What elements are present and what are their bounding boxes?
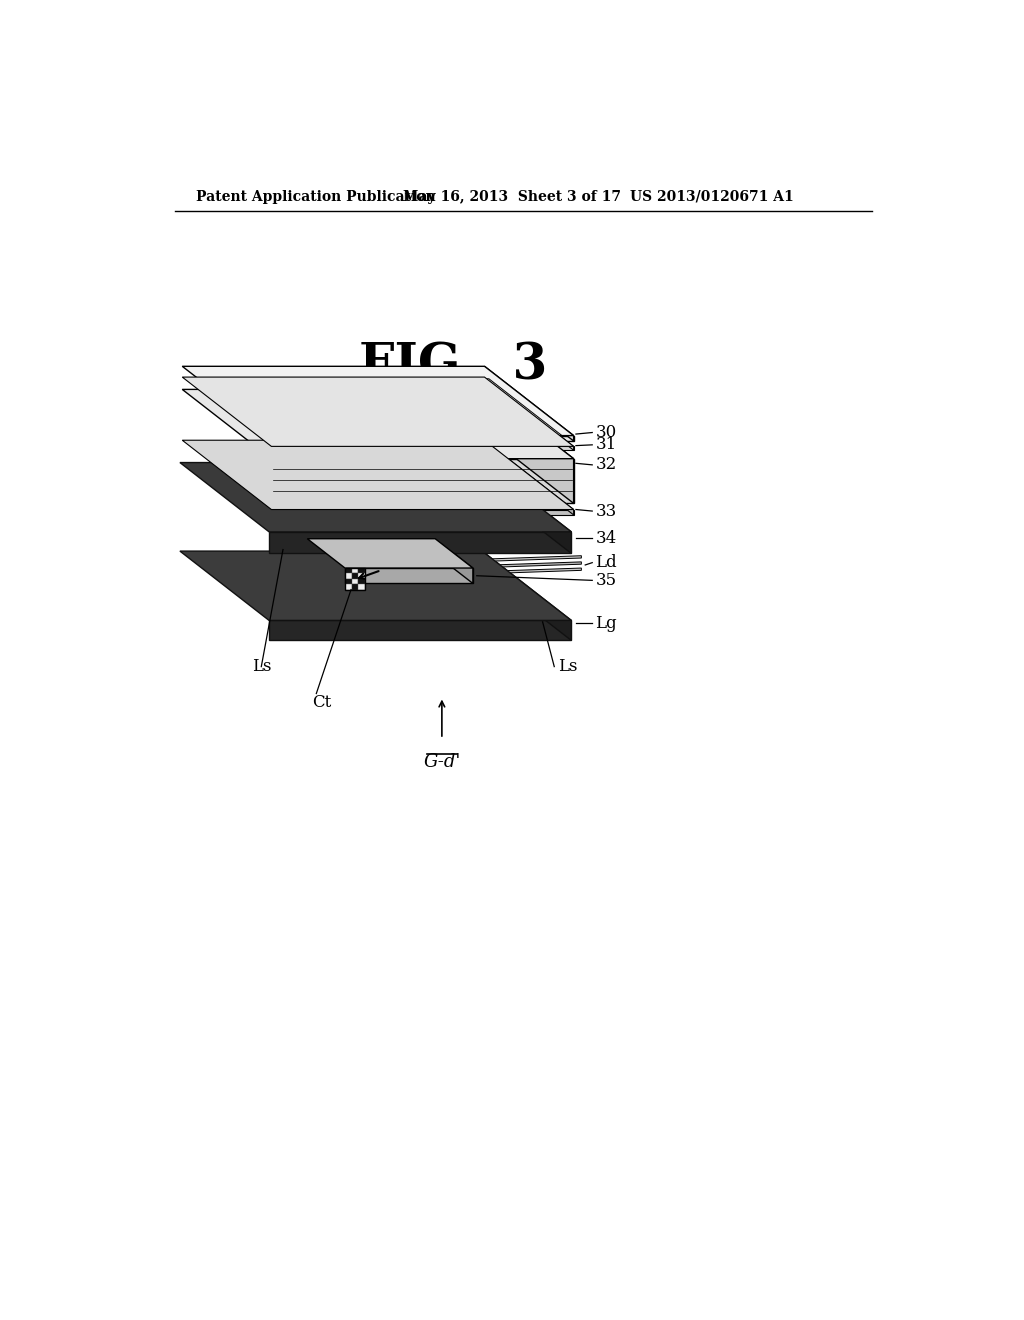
Polygon shape	[180, 552, 571, 620]
Polygon shape	[484, 441, 573, 515]
Bar	[358, 585, 366, 590]
Bar	[345, 568, 351, 573]
Polygon shape	[360, 562, 582, 572]
Bar	[358, 578, 366, 585]
Bar	[351, 578, 358, 585]
Polygon shape	[180, 462, 571, 532]
Text: 35: 35	[595, 572, 616, 589]
Text: May 16, 2013  Sheet 3 of 17: May 16, 2013 Sheet 3 of 17	[403, 190, 622, 203]
Text: Ls: Ls	[252, 659, 271, 675]
Text: Ld: Ld	[595, 554, 616, 572]
Polygon shape	[482, 552, 571, 640]
Bar	[358, 568, 366, 573]
Polygon shape	[271, 446, 573, 450]
Polygon shape	[269, 532, 571, 553]
Text: Ct: Ct	[312, 694, 332, 711]
Text: Lg: Lg	[595, 615, 616, 632]
Polygon shape	[345, 568, 473, 583]
Bar	[351, 585, 358, 590]
Polygon shape	[269, 620, 571, 640]
Bar	[345, 568, 366, 590]
Polygon shape	[182, 389, 573, 459]
Polygon shape	[182, 367, 573, 436]
Bar	[351, 573, 358, 579]
Bar	[345, 585, 351, 590]
Text: Ls: Ls	[558, 659, 578, 675]
Text: FIG . 3: FIG . 3	[359, 342, 548, 391]
Polygon shape	[271, 436, 573, 441]
Bar	[345, 578, 351, 585]
Text: 32: 32	[595, 457, 616, 474]
Bar	[351, 568, 358, 573]
Text: 34: 34	[595, 529, 616, 546]
Polygon shape	[360, 556, 582, 566]
Polygon shape	[484, 389, 573, 503]
Polygon shape	[307, 539, 473, 568]
Bar	[358, 573, 366, 579]
Text: 30: 30	[595, 424, 616, 441]
Text: 31: 31	[595, 437, 616, 453]
Polygon shape	[484, 367, 573, 441]
Polygon shape	[271, 510, 573, 515]
Polygon shape	[182, 441, 573, 510]
Polygon shape	[484, 378, 573, 450]
Text: G-d': G-d'	[423, 752, 461, 771]
Polygon shape	[182, 378, 573, 446]
Bar	[345, 573, 351, 579]
Polygon shape	[271, 459, 573, 503]
Text: 33: 33	[595, 503, 616, 520]
Polygon shape	[482, 462, 571, 553]
Text: Patent Application Publication: Patent Application Publication	[197, 190, 436, 203]
Polygon shape	[435, 539, 473, 583]
Text: US 2013/0120671 A1: US 2013/0120671 A1	[630, 190, 794, 203]
Polygon shape	[360, 568, 582, 578]
